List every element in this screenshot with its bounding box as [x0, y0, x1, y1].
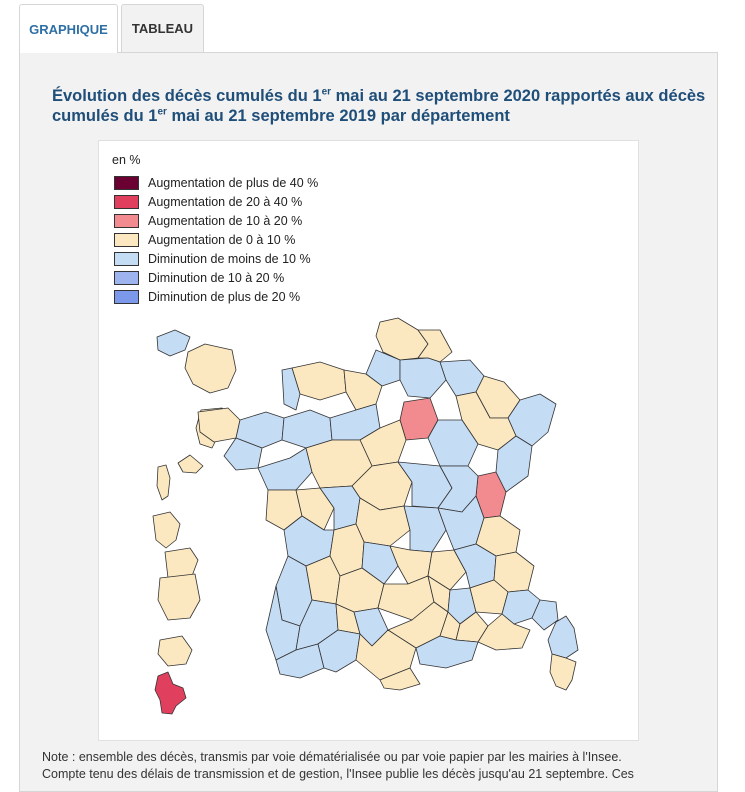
legend-swatch — [114, 232, 139, 247]
map-region-overseas-small — [157, 573, 201, 621]
legend-item: Diminution de 10 à 20 % — [114, 268, 318, 287]
map-region-brittany-3 — [223, 437, 263, 471]
map-region-aude — [355, 629, 417, 681]
legend-label: Augmentation de 10 à 20 % — [148, 213, 303, 228]
france-map — [152, 317, 579, 715]
legend-label: Diminution de moins de 10 % — [148, 251, 311, 266]
legend-unit: en % — [112, 153, 141, 167]
map-region-corse-sud — [549, 653, 577, 691]
map-region-idf-north — [399, 357, 447, 399]
legend-item: Augmentation de 0 à 10 % — [114, 230, 318, 249]
map-region-overseas-small — [177, 454, 204, 474]
map-region-bouches-rhone — [415, 635, 479, 669]
map-region-corse-nord — [547, 615, 579, 659]
map-region-poitou-1 — [295, 487, 335, 531]
legend-swatch — [114, 213, 139, 228]
legend-swatch — [114, 289, 139, 304]
map-region-north-3 — [365, 349, 401, 387]
map-region-reunion — [156, 464, 171, 501]
map-region-overseas-small — [157, 635, 193, 667]
legend-swatch — [114, 175, 139, 190]
note-line: Note : ensemble des décès, transmis par … — [42, 750, 622, 764]
map-region-loire-3 — [427, 549, 467, 591]
map-region-overseas-small — [152, 511, 181, 549]
map-region-nice — [531, 599, 559, 631]
legend-label: Augmentation de plus de 40 % — [148, 175, 319, 190]
legend-item: Augmentation de 20 à 40 % — [114, 192, 318, 211]
chart-title: Évolution des décès cumulés du 1er mai a… — [52, 86, 706, 125]
legend-item: Augmentation de plus de 40 % — [114, 173, 318, 192]
map-region-guadeloupe — [156, 329, 191, 357]
map-region-normandy-3 — [281, 367, 301, 411]
map-region-mayotte — [154, 671, 187, 715]
map-region-pyr-orient — [379, 667, 421, 691]
legend-label: Augmentation de 0 à 10 % — [148, 232, 296, 247]
legend-item: Augmentation de 10 à 20 % — [114, 211, 318, 230]
legend-label: Diminution de plus de 20 % — [148, 289, 301, 304]
map-region-loire-1 — [257, 447, 313, 491]
legend-label: Diminution de 10 à 20 % — [148, 270, 285, 285]
legend-item: Diminution de moins de 10 % — [114, 249, 318, 268]
legend-label: Augmentation de 20 à 40 % — [148, 194, 303, 209]
tab-graphique[interactable]: GRAPHIQUE — [19, 4, 118, 53]
note: Note : ensemble des décès, transmis par … — [42, 749, 722, 783]
legend-item: Diminution de plus de 20 % — [114, 287, 318, 306]
map-region-var — [477, 613, 531, 651]
tab-tableau[interactable]: TABLEAU — [121, 4, 204, 52]
legend-swatch — [114, 194, 139, 209]
map-region-correze — [361, 541, 399, 585]
map-region-martinique — [184, 343, 237, 394]
legend-swatch — [114, 251, 139, 266]
map-region-east-5 — [495, 435, 533, 493]
note-line: Compte tenu des délais de transmission e… — [42, 767, 634, 781]
legend-swatch — [114, 270, 139, 285]
legend: Augmentation de plus de 40 % Augmentatio… — [114, 173, 318, 306]
